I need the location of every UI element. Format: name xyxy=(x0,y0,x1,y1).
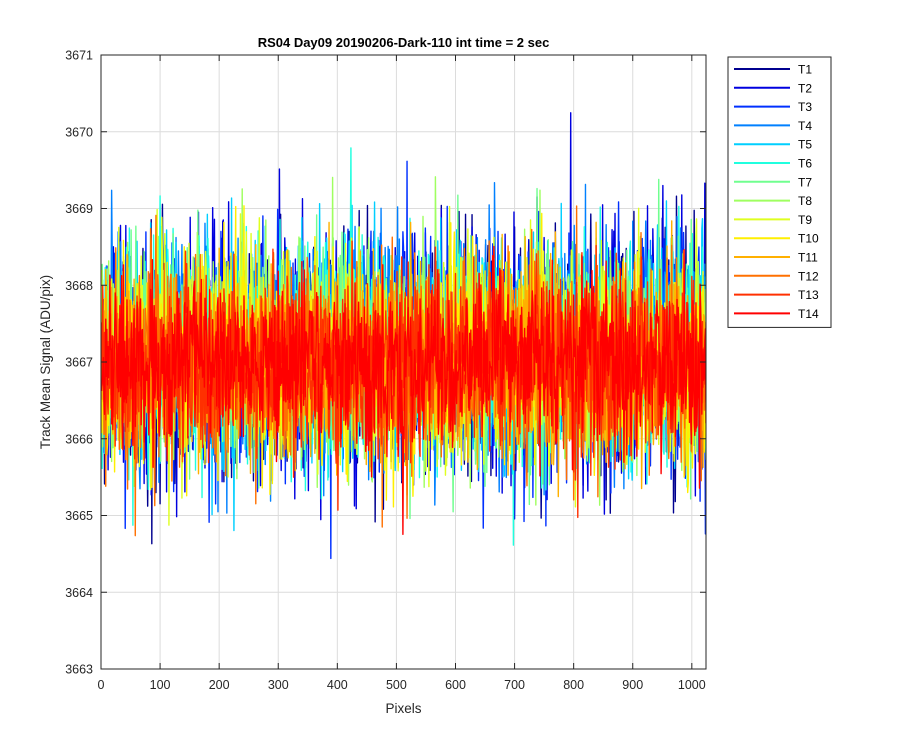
data-lines xyxy=(101,112,706,560)
legend: T1 T2 T3 T4 T5 T6 T7 T8 T9 T10 T11 T12 T13 T14 xyxy=(727,56,832,328)
x-tick-label: 1000 xyxy=(678,678,706,692)
y-tick-label: 3665 xyxy=(65,509,93,523)
legend-label: T3 xyxy=(798,100,812,114)
legend-label: T7 xyxy=(798,175,812,189)
legend-label: T10 xyxy=(798,232,819,246)
x-tick-label: 700 xyxy=(504,678,525,692)
x-tick-label: 600 xyxy=(445,678,466,692)
legend-label: T8 xyxy=(798,194,812,208)
x-axis-label: Pixels xyxy=(385,701,421,716)
x-tick-label: 100 xyxy=(150,678,171,692)
legend-label: T9 xyxy=(798,213,812,227)
y-tick-label: 3667 xyxy=(65,356,93,370)
legend-label: T13 xyxy=(798,288,819,302)
legend-label: T14 xyxy=(798,307,819,321)
x-tick-label: 0 xyxy=(98,678,105,692)
legend-label: T6 xyxy=(798,157,812,171)
y-axis-label: Track Mean Signal (ADU/pix) xyxy=(38,275,53,449)
y-tick-label: 3670 xyxy=(65,125,93,139)
y-tick-label: 3666 xyxy=(65,432,93,446)
legend-label: T12 xyxy=(798,269,819,283)
legend-label: T11 xyxy=(798,251,818,265)
y-tick-label: 3663 xyxy=(65,663,93,677)
y-tick-label: 3668 xyxy=(65,279,93,293)
x-tick-label: 200 xyxy=(209,678,230,692)
chart-title: RS04 Day09 20190206-Dark-110 int time = … xyxy=(258,35,550,50)
x-tick-label: 300 xyxy=(268,678,289,692)
y-tick-label: 3664 xyxy=(65,586,93,600)
x-tick-label: 400 xyxy=(327,678,348,692)
x-tick-label: 900 xyxy=(622,678,643,692)
legend-label: T4 xyxy=(798,119,812,133)
legend-label: T2 xyxy=(798,81,812,95)
x-tick-label: 500 xyxy=(386,678,407,692)
y-tick-label: 3669 xyxy=(65,202,93,216)
x-tick-label: 800 xyxy=(563,678,584,692)
legend-box xyxy=(727,56,832,328)
legend-label: T1 xyxy=(798,63,812,77)
axis-ticks: 0 100 200 300 400 500 600 700 800 900 1000 3663 3664… xyxy=(65,49,706,692)
y-tick-label: 3671 xyxy=(65,49,93,63)
legend-label: T5 xyxy=(798,138,812,152)
series-line-t14 xyxy=(101,245,706,536)
